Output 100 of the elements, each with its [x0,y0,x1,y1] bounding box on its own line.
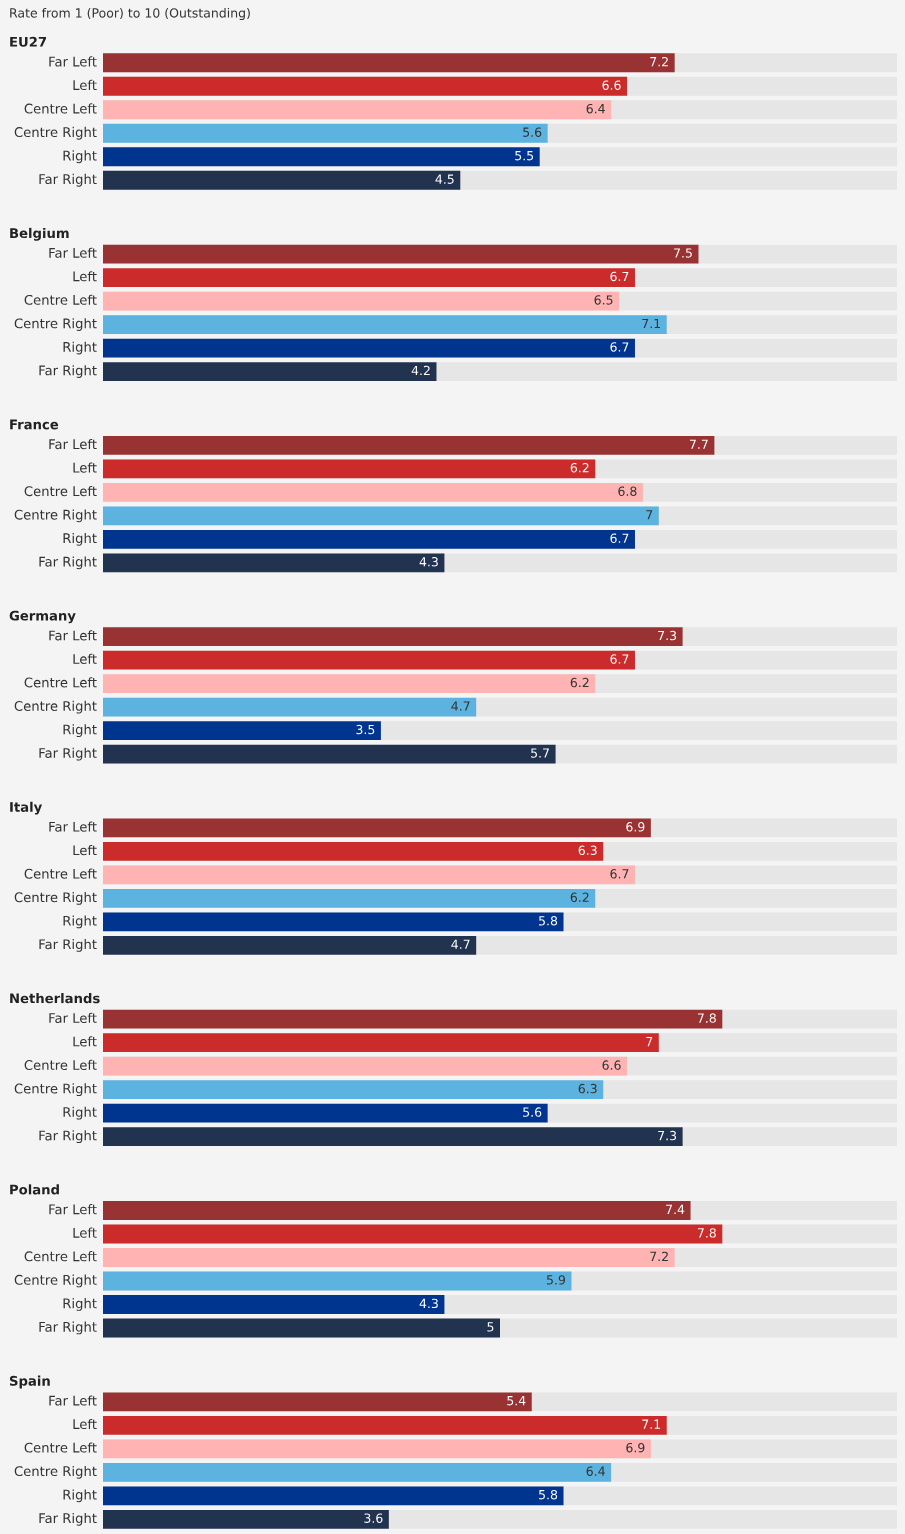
text: Right [63,1489,97,1503]
series-label: Left [73,79,97,91]
text: Far Right [39,1321,97,1335]
text: Left [73,653,97,664]
text: Right [63,724,97,737]
text: Far Left [49,821,97,832]
data-label: 4.5 [435,174,454,184]
y-tick-label: France [10,419,59,430]
data-label: 7.1 [642,318,661,328]
text: Right [63,1298,97,1311]
series-label: Centre Right [14,126,97,140]
text: Left [73,271,97,282]
data-label: 6.6 [602,80,621,90]
text: Centre Left [24,1059,97,1071]
data-label: 6.9 [626,1442,645,1453]
text: Far Right [39,747,97,761]
series-label: Far Left [49,56,97,67]
data-label: 6.2 [570,677,589,688]
text: Centre Right [14,509,97,523]
text: Far Left [49,1204,97,1215]
y-tick-label: Germany [9,610,76,624]
text: Far Right [39,1512,97,1526]
text: Centre Right [14,1274,97,1288]
text: Centre Left [24,1251,97,1262]
text: Left [73,845,97,856]
data-label: 6.7 [610,654,629,664]
data-label: 7 [646,510,653,520]
text: Far Right [39,1130,97,1144]
data-label: 6.3 [578,1083,597,1094]
text: Left [73,1418,97,1430]
series-label: Right [63,150,97,164]
y-tick-label: Italy [10,801,42,815]
data-label: 6.8 [618,486,637,496]
data-label: 7.7 [689,439,708,449]
data-label: 5.9 [546,1275,566,1285]
text: Right [63,915,97,929]
data-label: 7.5 [674,248,692,258]
text: Far Left [49,630,97,641]
data-label: 6.2 [570,463,589,473]
text: Far Right [39,556,97,570]
data-label: 7.3 [658,630,677,641]
data-label: 7.4 [666,1204,685,1214]
data-label: 6.5 [594,295,613,305]
data-label: 5.4 [507,1396,526,1406]
text: Right [63,341,97,355]
data-label: 6.7 [610,271,629,282]
data-label: 6.2 [570,892,589,903]
text: Left [73,1036,97,1047]
data-label: 4.3 [419,557,438,567]
data-label: 6.7 [610,533,629,543]
series-label: Centre Left [24,103,97,114]
data-label: 5.6 [523,1107,542,1117]
text: Centre Left [24,1442,97,1453]
text: Centre Left [24,677,97,688]
text: Centre Right [14,700,97,714]
data-label: 4.3 [419,1298,438,1309]
y-tick-label: Poland [10,1184,59,1195]
data-label: 7.8 [697,1228,716,1238]
text: Far Right [39,939,97,952]
text: Far Left [49,247,97,258]
data-label: 6.4 [586,103,605,114]
data-label: 7.3 [658,1130,677,1141]
text: Far Left [49,1012,97,1024]
data-label: 5.7 [531,748,549,758]
text: Centre Left [24,868,97,879]
data-label: 6.9 [626,822,645,832]
text: Centre Right [14,1465,97,1479]
data-label: 5.6 [523,127,542,137]
data-label: 7.2 [650,1251,668,1261]
text: Centre Left [24,485,97,497]
data-label: 3.6 [364,1513,383,1523]
data-label: 6.7 [610,869,629,879]
data-label: 4.2 [411,365,430,375]
text: Far Right [39,365,97,378]
y-tick-label: EU27 [10,36,47,47]
data-label: 3.5 [356,724,375,735]
text: Far Left [49,1395,97,1406]
y-tick-label: Netherlands [10,993,100,1004]
text: Centre Right [14,318,97,331]
series-label: Far Right [39,173,97,187]
chart-title: Rate from 1 (Poor) to 10 (Outstanding) [10,7,250,21]
text: Centre Right [14,1083,97,1097]
text: Far Left [49,438,97,450]
data-label: 7.1 [642,1419,661,1429]
data-label: 7.2 [650,56,668,67]
text: Left [73,462,97,473]
text: Right [63,532,97,546]
data-label: 7.8 [697,1013,716,1023]
text: Left [73,1227,97,1238]
data-label: 6.4 [586,1466,605,1476]
data-label: 4.7 [451,939,470,949]
text: Centre Left [24,294,97,305]
y-tick-label: Spain [9,1375,50,1389]
data-label: 6.7 [610,342,629,352]
data-label: 5.8 [539,916,558,926]
data-label: 5 [487,1322,494,1332]
y-tick-label: Belgium [10,227,69,241]
text: Right [63,1106,97,1120]
data-label: 7 [646,1037,653,1047]
data-label: 5.8 [539,1489,558,1500]
